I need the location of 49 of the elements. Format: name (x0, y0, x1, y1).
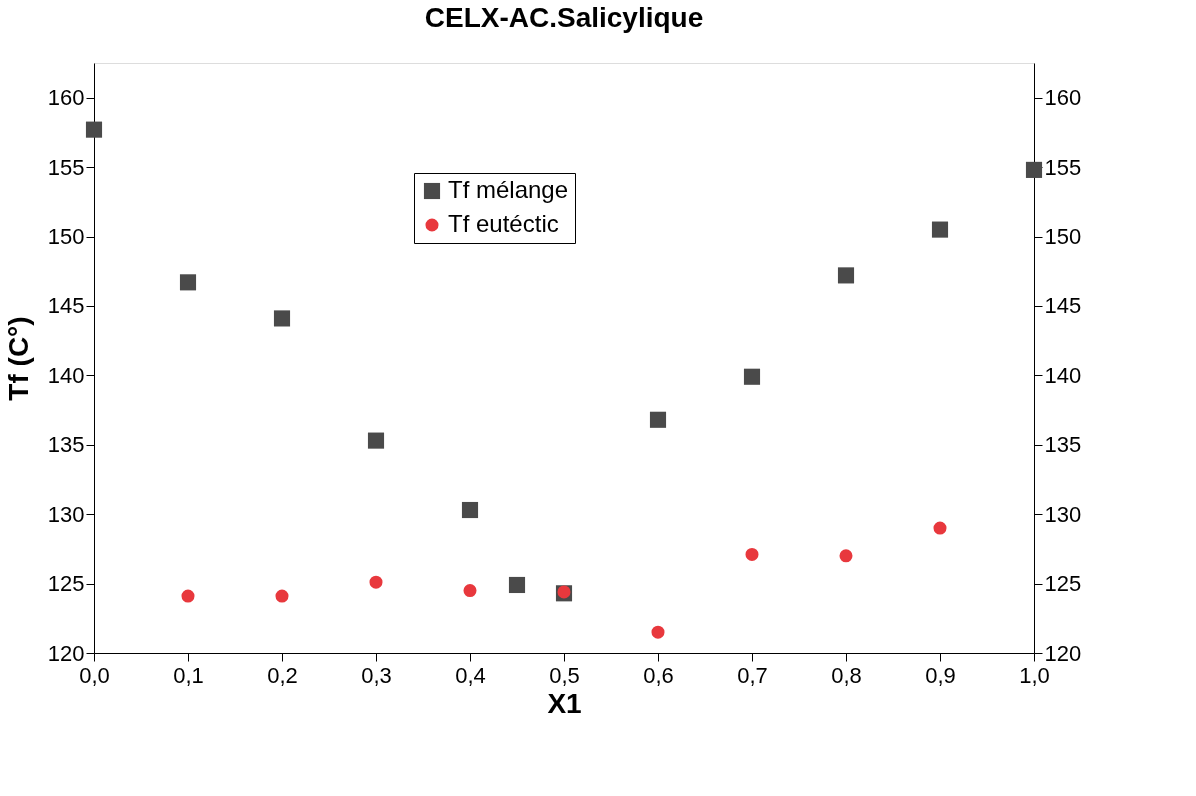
point (651, 625, 665, 639)
point (461, 501, 479, 519)
y-tick-label: 145 (47, 293, 85, 319)
point (837, 267, 855, 284)
x-tick-label: 0,4 (455, 662, 486, 688)
point (743, 368, 761, 385)
y2-tick-label: 140 (1044, 362, 1082, 388)
point (745, 547, 759, 561)
y-tick-label: 130 (47, 501, 85, 527)
x-tick-label: 0,7 (737, 662, 768, 688)
point (179, 274, 197, 291)
point (508, 576, 526, 594)
point (275, 589, 289, 603)
y2-tick-label: 160 (1044, 85, 1082, 111)
point (931, 221, 949, 238)
y-tick-label: 125 (47, 571, 85, 597)
x-tick-label: 0,1 (173, 662, 204, 688)
y2-tick-label: 155 (1044, 154, 1082, 180)
y-tick-label: 155 (47, 154, 85, 180)
point (181, 589, 195, 603)
chart-title: CELX-AC.Salicylique (424, 2, 704, 33)
point (1025, 161, 1043, 178)
point (463, 584, 477, 598)
x-tick-label: 0,2 (267, 662, 298, 688)
y-tick-label: 140 (47, 362, 85, 388)
x-tick-label: 0,3 (361, 662, 392, 688)
legend-label: Tf eutéctic (448, 210, 559, 237)
point (273, 310, 291, 327)
point (85, 121, 103, 138)
x-axis-title: X1 (547, 687, 582, 719)
y-tick-label: 135 (47, 432, 85, 458)
point (649, 411, 667, 428)
point (839, 549, 853, 563)
y-tick-label: 160 (47, 85, 85, 111)
point (933, 521, 947, 535)
y-axis-title: Tf (C°) (2, 316, 34, 401)
legend-label: Tf mélange (448, 176, 569, 203)
x-tick-label: 0,6 (643, 662, 674, 688)
point (369, 575, 383, 589)
x-tick-label: 0,5 (549, 662, 580, 688)
y2-tick-label: 145 (1044, 293, 1082, 319)
x-tick-label: 0,8 (831, 662, 862, 688)
y2-tick-label: 125 (1044, 571, 1082, 597)
y2-tick-label: 135 (1044, 432, 1082, 458)
x-tick-label: 0,9 (925, 662, 956, 688)
y2-tick-label: 150 (1044, 224, 1082, 250)
y2-tick-label: 130 (1044, 501, 1082, 527)
y-tick-label: 150 (47, 224, 85, 250)
point (367, 432, 385, 449)
